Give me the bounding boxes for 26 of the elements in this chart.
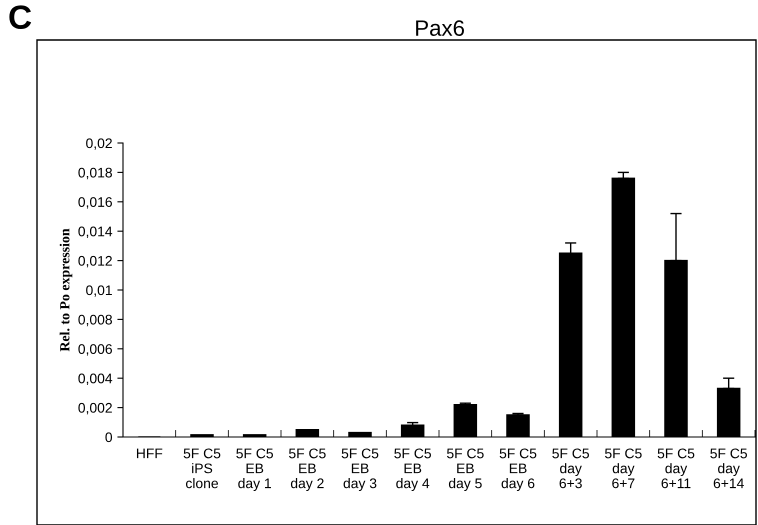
y-tick-label: 0,014 — [78, 226, 112, 238]
y-tick-label: 0,002 — [78, 402, 112, 414]
x-tick-label: 5F C5 EB day 5 — [446, 448, 484, 491]
chart-title: Pax6 — [416, 20, 464, 36]
x-tick-label: 5F C5 iPS clone — [184, 448, 220, 488]
y-tick-label: 0 — [105, 432, 112, 442]
x-tick-label: 5F C5 day 6+11 — [658, 448, 694, 488]
x-tick-label: 5F C5 day 6+3 — [552, 448, 589, 488]
y-tick-label: 0,006 — [78, 344, 112, 356]
y-tick-label: 0,02 — [86, 138, 112, 150]
y-tick-label: 0,004 — [78, 374, 112, 386]
text: C — [9, 5, 32, 29]
y-tick-label: 0,012 — [78, 256, 112, 268]
x-tick-label: 5F C5 EB day 2 — [288, 448, 326, 491]
x-tick-label: 5F C5 EB day 1 — [236, 448, 273, 491]
x-tick-label: 5F C5 day 6+7 — [604, 448, 642, 488]
y-axis-title: Rel. to Po expression — [60, 228, 72, 352]
y-tick-label: 0,008 — [78, 314, 112, 326]
x-tick-label: 5F C5 day 6+14 — [710, 448, 747, 488]
y-tick-label: 0,01 — [86, 285, 112, 297]
y-tick-label: 0,016 — [78, 197, 112, 209]
x-tick-label: 5F C5 EB day 4 — [394, 448, 431, 491]
y-tick-label: 0,018 — [78, 168, 112, 180]
x-tick-label: 5F C5 EB day 6 — [500, 448, 536, 491]
x-tick-label: 5F C5 EB day 3 — [342, 448, 378, 491]
x-tick-label: HFF — [136, 448, 162, 458]
